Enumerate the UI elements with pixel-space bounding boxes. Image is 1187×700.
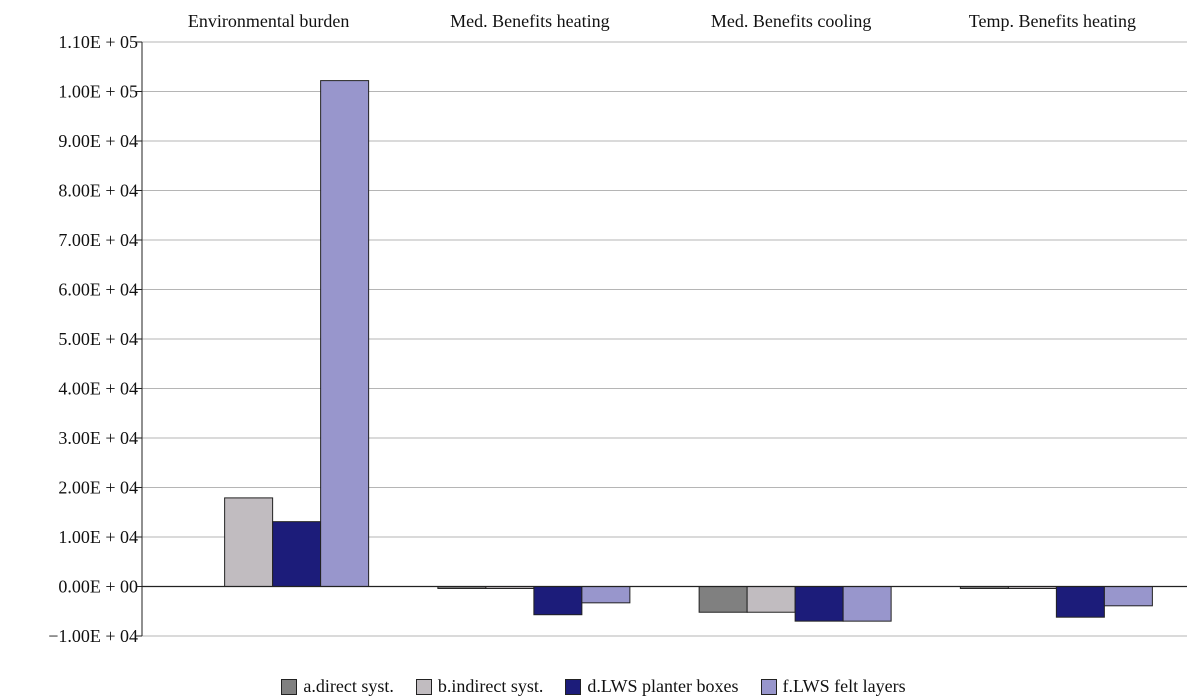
y-tick-label: 7.00E + 04 [58,230,138,250]
legend-label-a: a.direct syst. [303,676,394,696]
bar [794,586,844,622]
y-tick-label: 8.00E + 04 [58,181,138,201]
bar [581,586,631,604]
y-tick-label: 1.00E + 04 [58,527,138,547]
legend-swatch-f [760,678,777,695]
legend-item-f: f.LWS felt layers [760,676,906,697]
y-tick-label: 6.00E + 04 [58,280,138,300]
bar [698,586,748,613]
legend-label-d: d.LWS planter boxes [587,676,739,696]
bar [842,586,892,622]
bar [224,497,274,587]
legend-swatch-d [565,678,582,695]
y-tick-label: 4.00E + 04 [58,379,138,399]
y-tick-label: 5.00E + 04 [58,329,138,349]
legend-item-d: d.LWS planter boxes [565,676,739,697]
y-tick-label: 3.00E + 04 [58,428,138,448]
category-label: Environmental burden [188,11,349,31]
y-tick-label: 1.00E + 05 [58,82,138,102]
legend-item-a: a.direct syst. [281,676,394,697]
legend-item-b: b.indirect syst. [415,676,544,697]
y-tick-label: 1.10E + 05 [58,32,138,52]
y-tick-label: −1.00E + 04 [48,626,138,646]
legend-swatch-b [415,678,432,695]
bar [320,80,370,588]
bar [272,521,322,588]
category-label: Med. Benefits heating [450,11,609,31]
y-tick-label: 2.00E + 04 [58,478,138,498]
bar [746,586,796,613]
y-tick-label: 0.00E + 00 [58,577,138,597]
category-label: Temp. Benefits heating [969,11,1136,31]
legend-swatch-a [281,678,298,695]
category-label: Med. Benefits cooling [711,11,871,31]
legend-label-b: b.indirect syst. [437,676,544,696]
bar [1055,586,1105,618]
bar [533,586,583,616]
legend-label-f: f.LWS felt layers [782,676,906,696]
legend: a.direct syst. b.indirect syst. d.LWS pl… [0,676,1187,697]
bar [1103,586,1153,607]
y-tick-label: 9.00E + 04 [58,131,138,151]
